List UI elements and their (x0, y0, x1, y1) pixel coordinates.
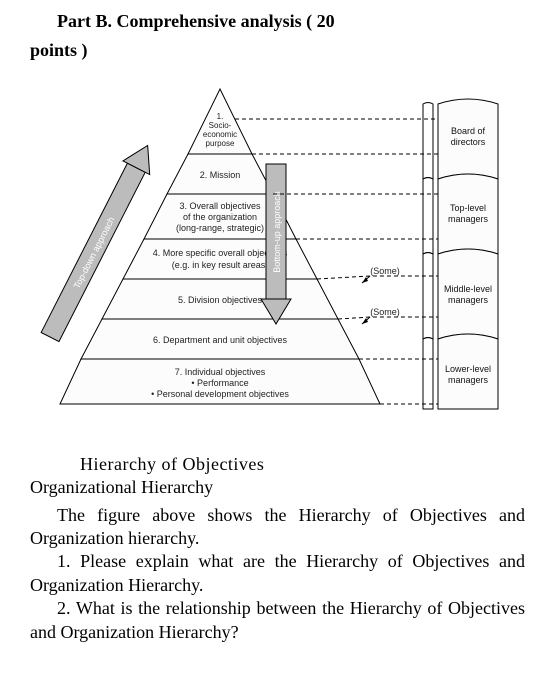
question-1: 1. Please explain what are the Hierarchy… (30, 550, 525, 597)
pyramid-level-5: 5. Division objectives (102, 279, 338, 319)
pyramid-level-7: 7. Individual objectives • Performance •… (60, 359, 380, 404)
intro-paragraph: The figure above shows the Hierarchy of … (30, 504, 525, 551)
bottomup-arrow: Bottom-up approach (261, 164, 291, 324)
lvl1-num: 1. (217, 112, 224, 121)
lvl7-l3: • Personal development objectives (151, 389, 289, 399)
diagram-svg: 1. Socio- economic purpose 2. Mission 3.… (30, 69, 525, 449)
lvl3-l2: of the organization (183, 212, 257, 222)
pyramid-level-4: 4. More specific overall objectives (e.g… (123, 239, 317, 279)
title-line-2: points ) (30, 39, 525, 62)
hierarchy-diagram: 1. Socio- economic purpose 2. Mission 3.… (30, 69, 525, 449)
mgmt-top-l1: Top-level (450, 203, 486, 213)
lvl2-l1: 2. Mission (200, 170, 241, 180)
some-2: (Some) (370, 307, 400, 317)
lvl1-l3: purpose (206, 139, 235, 148)
mgmt-middle (438, 249, 498, 339)
question-2: 2. What is the relationship between the … (30, 597, 525, 644)
mgmt-lower-l2: managers (448, 375, 489, 385)
mgmt-middle-l1: Middle-level (444, 284, 492, 294)
mgmt-board-l2: directors (451, 137, 486, 147)
lvl7-l2: • Performance (191, 378, 248, 388)
lvl3-l1: 3. Overall objectives (179, 201, 261, 211)
mgmt-top-l2: managers (448, 214, 489, 224)
bottomup-arrow-label: Bottom-up approach (272, 191, 282, 273)
title-line-1: Part B. Comprehensive analysis ( 20 (30, 10, 525, 33)
pyramid-level-6: 6. Department and unit objectives (81, 319, 359, 359)
lvl4-l2: (e.g. in key result areas) (172, 260, 269, 270)
some-1: (Some) (370, 266, 400, 276)
lvl6-l1: 6. Department and unit objectives (153, 335, 288, 345)
mgmt-column: Board of directors Top-level managers Mi… (438, 99, 498, 409)
caption: Hierarchy of Objectives (80, 453, 525, 476)
lvl3-l3: (long-range, strategic) (176, 223, 264, 233)
lvl7-l1: 7. Individual objectives (175, 367, 266, 377)
subcaption: Organizational Hierarchy (30, 476, 525, 499)
lvl1-l2: economic (203, 130, 237, 139)
lvl5-l1: 5. Division objectives (178, 295, 263, 305)
mgmt-middle-l2: managers (448, 295, 489, 305)
mgmt-board-l1: Board of (451, 126, 486, 136)
lvl1-l1: Socio- (209, 121, 232, 130)
mgmt-lower-l1: Lower-level (445, 364, 491, 374)
